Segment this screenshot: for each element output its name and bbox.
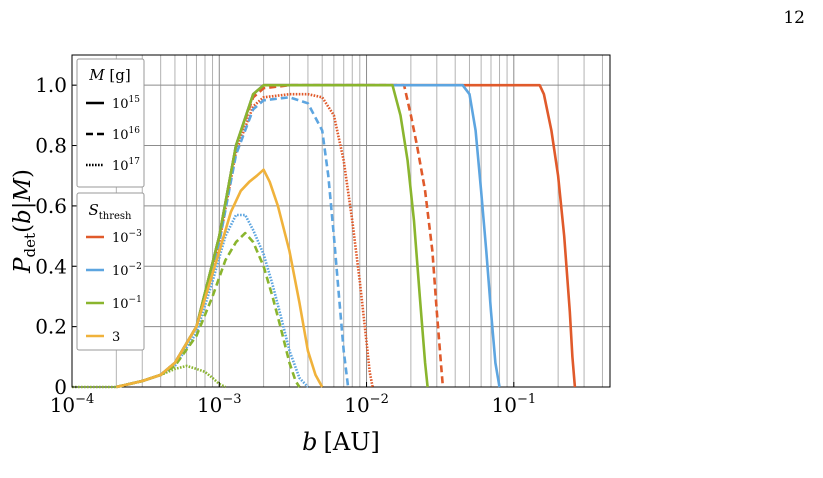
legend-threshold-label-2: 10−1 <box>112 295 142 312</box>
legend-threshold-title: Sthresh <box>88 201 132 222</box>
series-line-2 <box>116 92 374 389</box>
y-tick-label-0: 0 <box>54 375 67 399</box>
x-axis-label: b [AU] <box>302 428 380 456</box>
legend-mass-label-0: 1015 <box>112 95 140 112</box>
legend-mass-label-2: 1017 <box>112 157 140 174</box>
legend-mass-label-1: 1016 <box>112 126 140 143</box>
grid <box>71 55 610 388</box>
y-tick-label-2: 0.4 <box>35 254 67 278</box>
series-line-1 <box>116 83 445 389</box>
y-tick-label-4: 0.8 <box>35 134 67 158</box>
x-tick-label-0: 10−4 <box>50 392 95 417</box>
legend-threshold-label-0: 10−3 <box>112 229 142 246</box>
series-line-9 <box>116 168 324 389</box>
plot-frame <box>71 54 611 388</box>
series-line-0 <box>116 83 577 389</box>
x-tick-label-3: 10−1 <box>491 392 536 417</box>
legend-threshold: Sthresh 10−3 10−2 10−1 3 <box>76 192 145 351</box>
series-line-8 <box>72 364 226 389</box>
page-number: 12 <box>783 8 805 28</box>
ticks: 10−4 10−3 10−2 10−1 0 0.2 0.4 0.6 0.8 1.0 <box>35 73 536 417</box>
y-tick-label-1: 0.2 <box>35 315 67 339</box>
legend-threshold-label-1: 10−2 <box>112 262 142 279</box>
series-line-4 <box>116 96 350 389</box>
series-line-7 <box>116 231 301 389</box>
y-tick-label-3: 0.6 <box>35 194 67 218</box>
legend-mass-title: M [g] <box>88 66 130 84</box>
y-axis-label: Pdet(b|M) <box>10 169 39 274</box>
x-tick-label-2: 10−2 <box>344 392 389 417</box>
svg-text:Pdet(b|M): Pdet(b|M) <box>10 169 39 274</box>
legend-mass: M [g] 1015 1016 1017 <box>76 58 145 188</box>
series-group <box>72 83 577 389</box>
y-tick-label-5: 1.0 <box>35 73 67 97</box>
legend-threshold-label-3: 3 <box>112 330 120 345</box>
x-tick-label-1: 10−3 <box>197 392 242 417</box>
series-line-6 <box>116 83 429 389</box>
